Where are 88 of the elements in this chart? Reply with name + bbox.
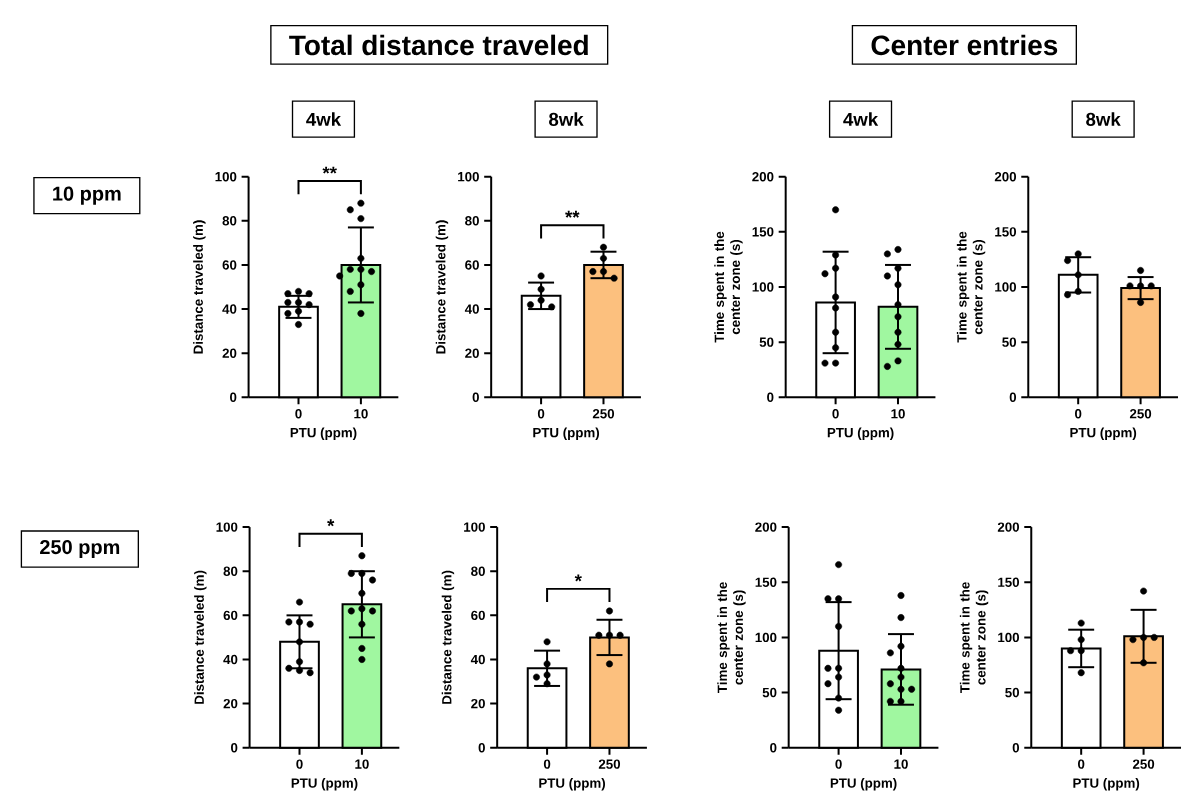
x-tick-label: 0 <box>832 409 839 419</box>
text: 10 ppm <box>53 186 121 205</box>
y-tick-label: 80 <box>222 216 237 226</box>
y-axis-title: Time spent in the center zone (s) <box>956 231 986 343</box>
x-axis-title: PTU (ppm) <box>1073 778 1140 791</box>
text: Center entries <box>871 34 1058 56</box>
y-tick-label: 20 <box>465 348 479 359</box>
y-axis-title: Distance traveled (m) <box>194 570 207 705</box>
y-tick-label: 60 <box>465 260 479 270</box>
x-tick-label: 250 <box>1129 409 1152 419</box>
y-tick-label: 40 <box>470 654 485 665</box>
y-axis-title: Distance traveled (m) <box>193 220 206 354</box>
y-tick-label: 80 <box>471 566 485 577</box>
x-tick-label: 10 <box>355 759 369 770</box>
y-tick-label: 0 <box>1009 392 1017 403</box>
y-tick-label: 100 <box>458 172 479 182</box>
y-tick-label: 20 <box>471 699 485 709</box>
y-tick-label: 20 <box>223 699 238 709</box>
text: Total distance traveled <box>289 34 588 56</box>
x-tick-label: 0 <box>296 759 303 770</box>
x-tick-label: 0 <box>1078 759 1085 770</box>
annotation: ** <box>565 211 580 218</box>
y-tick-label: 0 <box>770 743 777 753</box>
x-tick-label: 0 <box>295 409 302 419</box>
chart-title: 8wk <box>1086 112 1121 127</box>
y-tick-label: 200 <box>755 522 777 532</box>
y-tick-label: 40 <box>223 654 238 665</box>
y-tick-label: 50 <box>759 337 774 348</box>
y-tick-label: 0 <box>1012 743 1020 753</box>
chart-title: 4wk <box>306 112 342 127</box>
y-tick-label: 150 <box>995 227 1017 237</box>
y-tick-label: 20 <box>222 348 237 359</box>
y-tick-label: 0 <box>478 743 485 753</box>
x-tick-label: 0 <box>537 409 545 419</box>
y-tick-label: 80 <box>465 216 479 226</box>
y-tick-label: 0 <box>230 392 237 403</box>
x-tick-label: 0 <box>835 759 842 770</box>
y-tick-label: 50 <box>1005 688 1020 698</box>
y-tick-label: 100 <box>464 522 485 532</box>
text: 250 ppm <box>40 540 120 559</box>
y-tick-label: 200 <box>994 172 1017 182</box>
y-tick-label: 150 <box>755 577 777 588</box>
x-tick-label: 250 <box>592 409 615 419</box>
x-tick-label: 0 <box>543 759 551 770</box>
x-axis-title: PTU (ppm) <box>827 427 894 441</box>
text: * <box>327 519 335 527</box>
y-tick-label: 200 <box>752 172 774 182</box>
y-tick-label: 50 <box>762 688 777 698</box>
y-axis-title: Distance traveled (m) <box>441 570 455 705</box>
y-tick-label: 100 <box>215 172 237 182</box>
y-tick-label: 40 <box>464 304 479 314</box>
x-tick-label: 250 <box>1132 759 1155 770</box>
y-tick-label: 100 <box>752 282 774 292</box>
x-axis-title: PTU (ppm) <box>1070 427 1137 441</box>
y-tick-label: 80 <box>223 566 238 577</box>
y-tick-label: 100 <box>755 632 777 643</box>
chart-title: 4wk <box>843 112 879 127</box>
x-axis-title: PTU (ppm) <box>539 778 606 791</box>
y-tick-label: 100 <box>995 282 1017 292</box>
x-axis-title: PTU (ppm) <box>533 427 600 441</box>
chart-title: 8wk <box>549 112 584 127</box>
x-tick-label: 250 <box>598 759 621 770</box>
y-tick-label: 60 <box>223 610 238 621</box>
x-axis-title: PTU (ppm) <box>830 778 897 791</box>
annotation: * <box>574 574 582 582</box>
x-tick-label: 10 <box>354 409 368 419</box>
x-axis-title: PTU (ppm) <box>290 427 357 441</box>
y-axis-title: Distance traveled (m) <box>435 220 449 354</box>
y-axis-title: Time spent in the center zone (s) <box>717 582 746 694</box>
text: ** <box>322 166 337 174</box>
y-tick-label: 0 <box>767 392 774 403</box>
y-tick-label: 40 <box>222 304 237 314</box>
y-axis-title: Time spent in the center zone (s) <box>959 582 989 694</box>
y-tick-label: 0 <box>472 392 479 403</box>
y-axis-title: Time spent in the center zone (s) <box>714 231 743 343</box>
y-tick-label: 60 <box>222 260 237 270</box>
y-tick-label: 150 <box>998 577 1020 588</box>
y-tick-label: 0 <box>231 743 238 753</box>
x-tick-label: 10 <box>894 759 908 770</box>
y-tick-label: 200 <box>997 522 1020 532</box>
y-tick-label: 150 <box>752 227 774 237</box>
x-tick-label: 10 <box>891 409 905 419</box>
y-tick-label: 60 <box>471 610 485 621</box>
y-tick-label: 50 <box>1002 337 1017 348</box>
x-axis-title: PTU (ppm) <box>291 778 358 791</box>
y-tick-label: 100 <box>998 632 1020 643</box>
y-tick-label: 100 <box>216 522 238 532</box>
x-tick-label: 0 <box>1075 409 1082 419</box>
